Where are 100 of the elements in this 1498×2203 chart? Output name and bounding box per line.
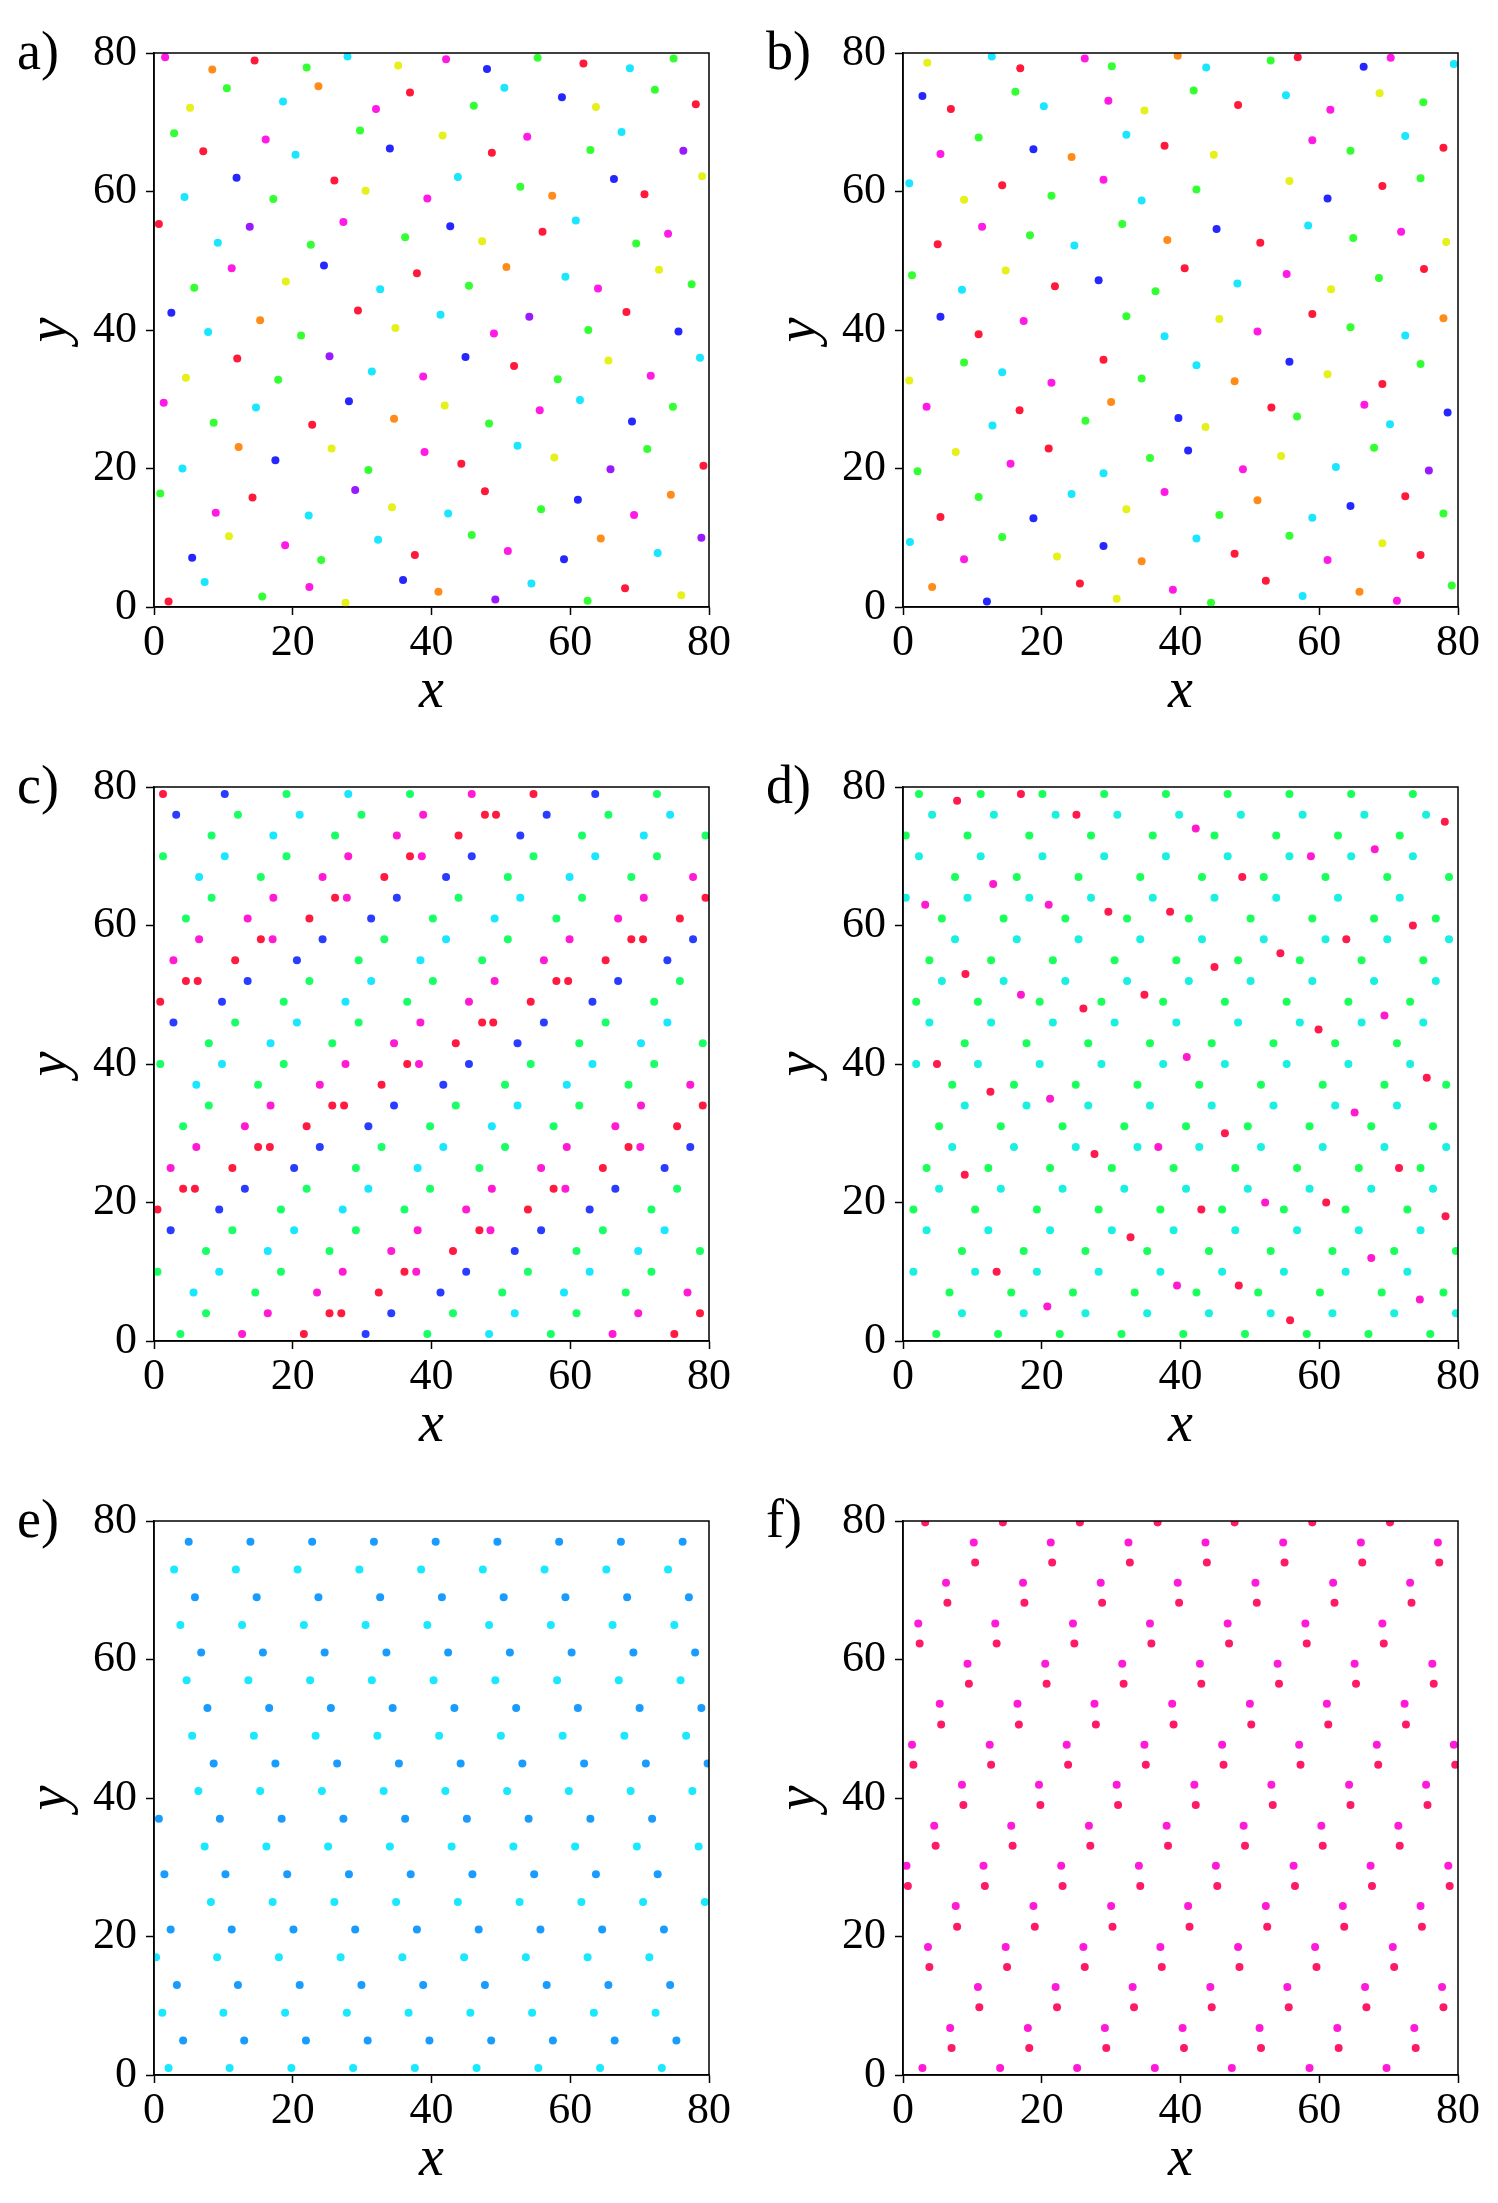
point [1306,852,1315,861]
point [193,976,202,985]
point [1043,1302,1052,1311]
x-tick-label: 60 [1297,615,1342,665]
point [337,1309,346,1318]
y-tick-label: 0 [864,1313,886,1363]
point [1408,921,1417,930]
y-tick-label: 0 [115,2047,137,2097]
y-axis-title: y [765,1051,827,1082]
chart-title: a) [17,21,59,81]
x-tick-label: 20 [270,615,315,665]
point [1126,1233,1135,1242]
y-tick-label: 60 [842,164,886,214]
x-tick-label: 80 [687,2083,731,2133]
point [1422,1073,1431,1082]
point [986,1087,995,1096]
point [340,1101,349,1110]
point [1342,935,1351,944]
y-tick-label: 60 [842,898,886,948]
point [1210,963,1219,972]
point [342,893,351,902]
x-tick-label: 60 [1297,2083,1342,2133]
point [953,796,962,805]
x-tick-label: 80 [1436,615,1480,665]
y-tick-label: 20 [93,1909,137,1959]
y-tick-label: 20 [842,441,886,491]
point [1140,990,1149,999]
y-tick-label: 20 [93,441,137,491]
y-axis-title: y [16,1785,78,1816]
point [1415,1295,1424,1304]
y-tick-label: 60 [93,1632,137,1682]
y-tick-label: 0 [864,579,886,629]
point [1322,1198,1331,1207]
point [492,810,501,819]
chart-title: e) [17,1489,59,1549]
y-tick-label: 60 [93,898,137,948]
x-tick-label: 80 [1436,2083,1480,2133]
y-tick-label: 80 [842,25,886,75]
point [636,1143,645,1152]
point [564,976,573,985]
point [1261,1198,1270,1207]
x-tick-label: 60 [548,615,593,665]
point [1104,907,1113,916]
y-axis-title: y [16,317,78,348]
point [1166,907,1175,916]
point [1238,873,1247,882]
point [961,969,970,978]
point [1154,1143,1163,1152]
point [1182,1053,1191,1062]
point [489,1018,498,1027]
y-tick-label: 0 [115,579,137,629]
x-tick-label: 60 [1297,1349,1342,1399]
y-axis-title: y [765,317,827,348]
point [1046,1094,1055,1103]
y-tick-label: 80 [93,25,137,75]
y-tick-label: 40 [93,1770,137,1820]
y-tick-label: 80 [93,759,137,809]
y-tick-label: 40 [93,302,137,352]
point [1380,1011,1389,1020]
point [1286,1316,1295,1325]
point [1044,900,1053,909]
x-tick-label: 60 [548,2083,593,2133]
y-tick-label: 40 [842,1036,886,1086]
y-tick-label: 20 [93,1175,137,1225]
point [921,900,930,909]
chart-title: d) [766,755,811,815]
x-tick-label: 60 [548,1349,593,1399]
x-tick-label: 80 [687,1349,731,1399]
point [415,1060,424,1068]
point [1220,1129,1229,1138]
y-tick-label: 60 [93,164,137,214]
y-tick-label: 40 [93,1036,137,1086]
chart-title: f) [766,1489,802,1549]
x-tick-label: 20 [1019,2083,1064,2133]
x-tick-label: 80 [1436,1349,1480,1399]
point [1173,1281,1182,1290]
point [992,1267,1001,1276]
y-tick-label: 20 [842,1175,886,1225]
y-tick-label: 80 [842,1493,886,1543]
y-tick-label: 80 [842,759,886,809]
y-tick-label: 20 [842,1909,886,1959]
point [932,1060,941,1068]
point [417,852,426,861]
point [960,1170,969,1179]
point [1197,1205,1206,1214]
point [1395,1163,1404,1172]
point [1079,1004,1088,1013]
chart-title: b) [766,21,811,81]
x-tick-label: 80 [687,615,731,665]
y-tick-label: 40 [842,1770,886,1820]
chart-title: c) [17,755,59,815]
point [1350,1108,1359,1117]
y-tick-label: 80 [93,1493,137,1543]
x-tick-label: 20 [1019,615,1064,665]
point [561,1184,570,1193]
point [1276,949,1285,958]
point [989,879,998,888]
y-tick-label: 0 [864,2047,886,2097]
point [1090,1150,1099,1159]
point [1314,1025,1323,1034]
